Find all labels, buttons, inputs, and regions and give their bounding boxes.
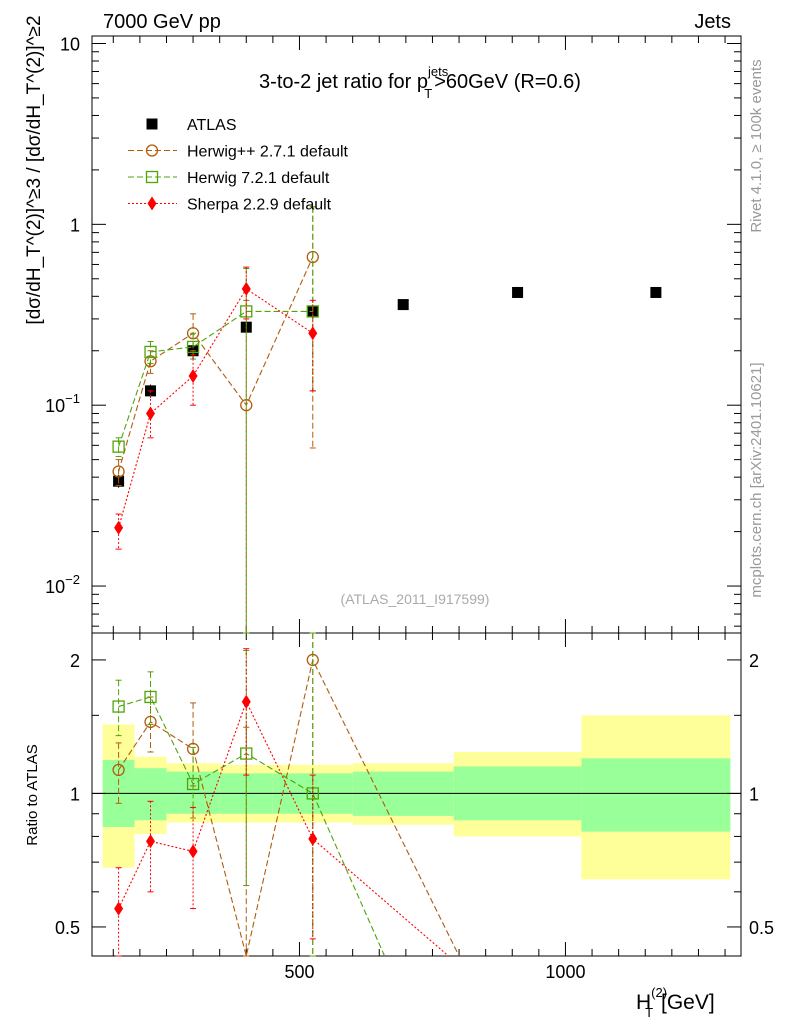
- ratio-point-2: [186, 777, 200, 791]
- ratio-point-3: [308, 831, 318, 846]
- x-axis-label-sub: T: [645, 1005, 653, 1020]
- ratio-y-tick-label-left: 2: [70, 651, 80, 671]
- ratio-frame: [91, 632, 742, 957]
- header-right: Jets: [694, 11, 731, 33]
- y-tick-label: 10−2: [45, 572, 80, 597]
- ratio-line-1: [118, 658, 460, 957]
- ratio-point-2: [112, 700, 125, 713]
- x-axis-label-sup: (2): [651, 985, 667, 1000]
- ratio-y-tick-label-left: 1: [70, 784, 80, 804]
- ratio-point-3: [114, 901, 124, 916]
- x-axis-label-unit: [GeV]: [661, 991, 715, 1014]
- x-tick-label: 500: [284, 962, 314, 982]
- y-tick-label: 1: [70, 215, 80, 235]
- series-line-2: [118, 310, 313, 447]
- legend-label-3: Sherpa 2.2.9 default: [187, 197, 332, 214]
- legend-marker-0: [146, 118, 158, 130]
- legend-marker-2: [145, 170, 159, 184]
- series-point-0: [397, 299, 409, 311]
- series-line-1: [118, 256, 314, 472]
- chart-title-sub: T: [424, 86, 432, 101]
- y-tick-label: 10−1: [45, 391, 80, 416]
- ratio-point-3: [146, 834, 156, 849]
- data-series: [112, 206, 662, 634]
- ratio-point-1: [112, 763, 125, 777]
- band-green-1: [134, 768, 167, 821]
- ratio-point-3: [241, 694, 251, 709]
- plot-frames: [91, 35, 742, 957]
- series-point-3: [146, 406, 156, 421]
- series-point-2: [186, 340, 200, 354]
- header-left: 7000 GeV pp: [103, 11, 221, 33]
- rivet-label: Rivet 4.1.0, ≥ 100k events: [748, 59, 765, 232]
- y-axis-label: [dσ/dH_T^(2)]^≥3 / [dσ/dH_T^(2)]^≥2: [24, 15, 45, 324]
- ratio-y-tick-label-right: 2: [749, 651, 759, 671]
- x-axis-label: H(2) T [GeV]: [636, 985, 715, 1020]
- ratio-y-tick-label-left: 0.5: [55, 918, 80, 938]
- y-tick-label-base: 10: [45, 577, 65, 597]
- series-point-1: [112, 465, 125, 478]
- y-tick-label-exp: −1: [65, 391, 80, 406]
- series-point-3: [188, 369, 198, 384]
- ratio-point-1: [186, 742, 200, 756]
- legend-label-1: Herwig++ 2.7.1 default: [187, 144, 349, 161]
- series-line-3: [118, 288, 314, 528]
- x-axis-label-main: H: [636, 991, 651, 1014]
- ratio-y-axis-label: Ratio to ATLAS: [24, 744, 41, 845]
- series-point-3: [308, 326, 318, 341]
- x-tick-label: 1000: [545, 962, 585, 982]
- chart-title-main: 3-to-2 jet ratio for p: [259, 71, 428, 93]
- ratio-bands: [102, 715, 731, 880]
- ratio-line-3: [118, 700, 449, 957]
- legend-marker-1: [145, 144, 159, 157]
- mcplots-label: mcplots.cern.ch [arXiv:2401.10621]: [748, 362, 765, 597]
- y-tick-label: 10: [60, 34, 80, 54]
- series-point-2: [144, 345, 157, 359]
- series-point-3: [114, 520, 124, 535]
- legend: ATLAS Herwig++ 2.7.1 default Herwig 7.2.1 …: [128, 117, 349, 214]
- series-point-3: [241, 281, 251, 296]
- y-tick-label-base: 10: [45, 396, 65, 416]
- series-point-2: [112, 440, 125, 453]
- ratio-point-2: [240, 747, 253, 760]
- legend-marker-3: [147, 196, 157, 211]
- series-point-0: [512, 286, 524, 298]
- y-tick-label-exp: −2: [65, 572, 80, 587]
- ratio-point-2: [144, 690, 157, 704]
- ratio-y-tick-label-right: 0.5: [749, 918, 774, 938]
- analysis-label: (ATLAS_2011_I917599): [341, 591, 490, 607]
- chart-title: 3-to-2 jet ratio for pjets T>60GeV (R=0.6…: [259, 64, 581, 101]
- legend-label-2: Herwig 7.2.1 default: [187, 170, 330, 187]
- chart-title-sup: jets: [427, 64, 449, 79]
- ratio-point-1: [144, 715, 157, 729]
- series-point-0: [650, 286, 662, 298]
- ratio-point-3: [188, 844, 198, 859]
- ratio-y-tick-label-right: 1: [749, 784, 759, 804]
- band-green-7: [581, 758, 731, 832]
- chart-title-tail: >60GeV (R=0.6): [434, 71, 581, 93]
- legend-label-0: ATLAS: [187, 117, 237, 134]
- ratio-series: [112, 632, 460, 957]
